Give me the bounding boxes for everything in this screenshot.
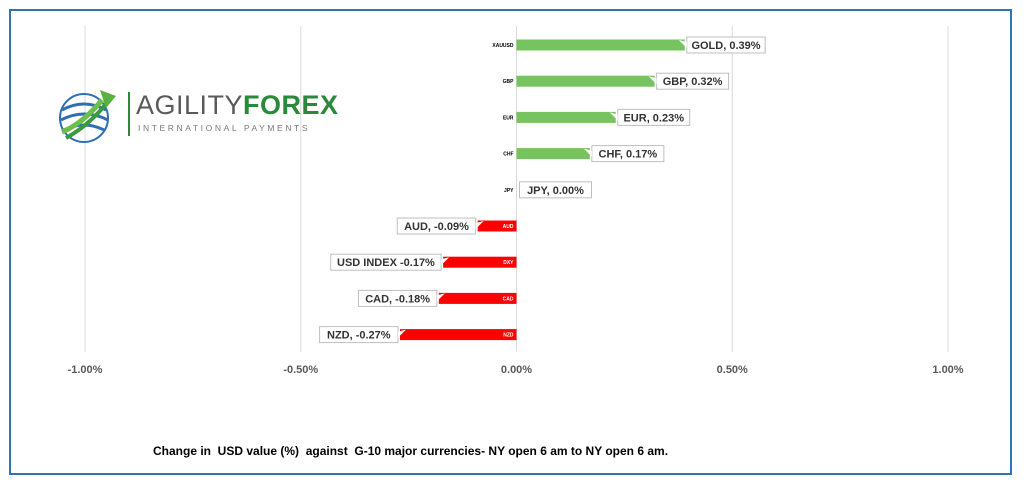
company-logo: AGILITYFOREX INTERNATIONAL PAYMENTS — [54, 80, 338, 150]
bar — [399, 329, 517, 341]
logo-name-part1: AGILITY — [136, 90, 244, 120]
x-tick-label: -0.50% — [283, 364, 318, 376]
bars — [399, 39, 685, 341]
data-label-pointer — [397, 329, 406, 338]
category-label: DXY — [503, 260, 514, 266]
bar — [443, 256, 517, 268]
data-label: GOLD, 0.39% — [691, 40, 760, 52]
data-label-pointer — [648, 76, 657, 85]
data-label-pointer — [475, 221, 484, 229]
chart-caption: Change in USD value (%) against G-10 maj… — [153, 444, 669, 458]
data-label-pointer — [436, 293, 445, 302]
logo-tagline: INTERNATIONAL PAYMENTS — [138, 123, 311, 133]
logo-name: AGILITYFOREX — [136, 90, 339, 121]
bar — [516, 148, 590, 160]
data-label: NZD, -0.27% — [327, 330, 391, 342]
bar — [516, 39, 685, 51]
globe-arrow-icon — [59, 90, 116, 143]
category-labels: XAUUSD GBP EUR CHF JPY AUD DXY CAD NZD — [492, 43, 514, 339]
data-label: CHF, 0.17% — [599, 149, 658, 161]
x-axis-ticks: -1.00% -0.50% 0.00% 0.50% 1.00% — [68, 364, 964, 376]
category-label: GBP — [503, 79, 515, 85]
category-label: XAUUSD — [492, 43, 514, 49]
data-label-pointer — [441, 257, 450, 266]
data-label: CAD, -0.18% — [365, 293, 430, 305]
bar — [516, 111, 616, 123]
x-tick-label: -1.00% — [68, 364, 103, 376]
category-label: NZD — [503, 333, 514, 339]
x-tick-label: 0.00% — [501, 364, 532, 376]
data-label: USD INDEX -0.17% — [337, 257, 435, 269]
category-label: JPY — [504, 188, 514, 194]
category-label: EUR — [503, 115, 514, 121]
logo-name-part2: FOREX — [243, 90, 339, 120]
logo-divider — [128, 92, 130, 136]
data-label: AUD, -0.09% — [404, 221, 469, 233]
x-tick-label: 0.50% — [717, 364, 748, 376]
data-label-pointer — [583, 148, 592, 157]
bar — [516, 75, 655, 87]
data-label: EUR, 0.23% — [623, 112, 684, 124]
data-label: GBP, 0.32% — [663, 76, 723, 88]
data-label: JPY, 0.00% — [527, 185, 584, 197]
category-label: CHF — [503, 152, 513, 158]
data-label-pointer — [678, 40, 687, 48]
x-tick-label: 1.00% — [932, 364, 963, 376]
chart-frame — [9, 9, 1012, 475]
data-label-box — [519, 181, 592, 199]
category-label: AUD — [503, 224, 514, 230]
data-label-pointer — [609, 112, 618, 121]
bar — [477, 220, 517, 232]
bar — [438, 292, 517, 304]
category-label: CAD — [503, 296, 514, 302]
data-labels: GOLD, 0.39% GBP, 0.32% EUR, 0.23% CHF, 0.17… — [319, 36, 766, 344]
